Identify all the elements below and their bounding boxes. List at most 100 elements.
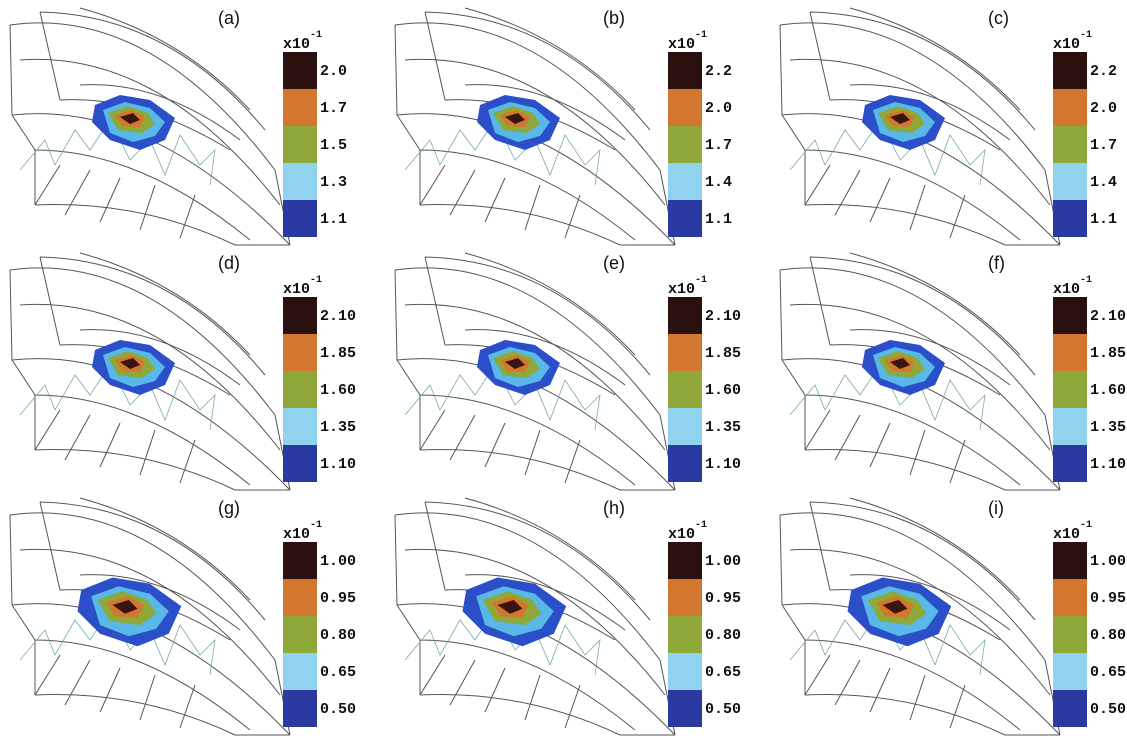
colorbar-swatch [668, 445, 702, 482]
panel-label: (i) [988, 498, 1004, 518]
colorbar-label: 1.4 [705, 174, 732, 191]
colorbar-label: 0.80 [1090, 627, 1126, 644]
colorbar-swatch [668, 200, 702, 237]
panel-label: (g) [218, 498, 240, 518]
colorbar-swatch [1053, 52, 1087, 89]
contour-instance [92, 95, 175, 150]
colorbar-label: 1.60 [1090, 382, 1126, 399]
colorbar-swatch [1053, 297, 1087, 334]
colorbar-label: 1.85 [705, 345, 741, 362]
colorbar-swatch [1053, 690, 1087, 727]
scale-base: x10 [668, 36, 695, 53]
colorbar-swatch [283, 200, 317, 237]
scale-exp: -1 [310, 30, 322, 41]
panel: (g) x10-1 1.00 0.95 0.80 0.65 0.50 [9, 497, 356, 736]
colorbar-label: 1.35 [705, 419, 741, 436]
colorbar-label: 1.35 [1090, 419, 1126, 436]
colorbar-label: 0.65 [320, 664, 356, 681]
colorbar-label: 1.85 [320, 345, 356, 362]
panel: (c) x10-1 2.2 2.0 1.7 1.4 1.1 [779, 7, 1117, 246]
colorbar-swatch [283, 163, 317, 200]
panel-label: (a) [218, 8, 240, 28]
scale-base: x10 [283, 281, 310, 298]
colorbar-label: 1.3 [320, 174, 347, 191]
contour-instance [862, 95, 945, 150]
panel: (h) x10-1 1.00 0.95 0.80 0.65 0.50 [394, 497, 741, 736]
colorbar-swatch [283, 690, 317, 727]
colorbar-swatch [668, 163, 702, 200]
colorbar-swatch [283, 408, 317, 445]
colorbar-label: 1.4 [1090, 174, 1117, 191]
colorbar-label: 1.1 [1090, 211, 1117, 228]
colorbar-label: 1.00 [705, 553, 741, 570]
colorbar-swatch [283, 52, 317, 89]
colorbar-swatch [1053, 334, 1087, 371]
colorbar-swatch [1053, 408, 1087, 445]
colorbar-swatch [1053, 616, 1087, 653]
scale-base: x10 [283, 526, 310, 543]
colorbar-label: 0.65 [705, 664, 741, 681]
colorbar-label: 1.35 [320, 419, 356, 436]
colorbar-label: 0.65 [1090, 664, 1126, 681]
contour-instance [862, 340, 945, 395]
colorbar-swatch [1053, 445, 1087, 482]
colorbar-label: 0.80 [320, 627, 356, 644]
panel: (i) x10-1 1.00 0.95 0.80 0.65 0.50 [779, 497, 1126, 736]
colorbar-swatch [668, 616, 702, 653]
panel: (f) x10-1 2.10 1.85 1.60 1.35 1.10 [779, 252, 1126, 491]
colorbar-swatch [283, 371, 317, 408]
colorbar-label: 1.60 [320, 382, 356, 399]
colorbar-label: 1.7 [320, 100, 347, 117]
contour-instance [477, 95, 560, 150]
colorbar-label: 1.7 [1090, 137, 1117, 154]
scale-exp: -1 [695, 30, 707, 41]
colorbar-label: 2.10 [1090, 308, 1126, 325]
scale-exp: -1 [695, 275, 707, 286]
colorbar-label: 1.1 [320, 211, 347, 228]
colorbar-label: 1.10 [1090, 456, 1126, 473]
colorbar-label: 0.50 [1090, 701, 1126, 718]
scale-exp: -1 [310, 520, 322, 531]
colorbar-label: 2.2 [1090, 63, 1117, 80]
scale-base: x10 [1053, 36, 1080, 53]
panel: (a) x10-1 2.0 1.7 1.5 1.3 1.1 [9, 7, 347, 246]
colorbar-swatch [283, 542, 317, 579]
colorbar-label: 1.7 [705, 137, 732, 154]
colorbar-swatch [668, 653, 702, 690]
colorbar-label: 1.10 [705, 456, 741, 473]
contour-instance [477, 340, 560, 395]
colorbar-swatch [668, 334, 702, 371]
panel: (b) x10-1 2.2 2.0 1.7 1.4 1.1 [394, 7, 732, 246]
colorbar-swatch [668, 542, 702, 579]
scale-exp: -1 [1080, 275, 1092, 286]
colorbar-swatch [1053, 89, 1087, 126]
colorbar-label: 0.95 [705, 590, 741, 607]
colorbar-label: 0.95 [320, 590, 356, 607]
colorbar-swatch [1053, 542, 1087, 579]
colorbar-label: 0.95 [1090, 590, 1126, 607]
colorbar-swatch [668, 371, 702, 408]
scale-exp: -1 [695, 520, 707, 531]
colorbar-swatch [1053, 653, 1087, 690]
scale-base: x10 [283, 36, 310, 53]
scale-exp: -1 [310, 275, 322, 286]
colorbar-swatch [283, 126, 317, 163]
colorbar-swatch [283, 89, 317, 126]
colorbar-label: 0.80 [705, 627, 741, 644]
colorbar-label: 0.50 [705, 701, 741, 718]
panel-label: (d) [218, 253, 240, 273]
scale-exp: -1 [1080, 30, 1092, 41]
panel-label: (b) [603, 8, 625, 28]
colorbar-label: 2.2 [705, 63, 732, 80]
panel-label: (e) [603, 253, 625, 273]
colorbar-swatch [1053, 371, 1087, 408]
colorbar-label: 1.85 [1090, 345, 1126, 362]
colorbar-swatch [283, 334, 317, 371]
colorbar-swatch [668, 579, 702, 616]
panel: (e) x10-1 2.10 1.85 1.60 1.35 1.10 [394, 252, 741, 491]
colorbar-swatch [668, 408, 702, 445]
panel: (d) x10-1 2.10 1.85 1.60 1.35 1.10 [9, 252, 356, 491]
colorbar-label: 0.50 [320, 701, 356, 718]
